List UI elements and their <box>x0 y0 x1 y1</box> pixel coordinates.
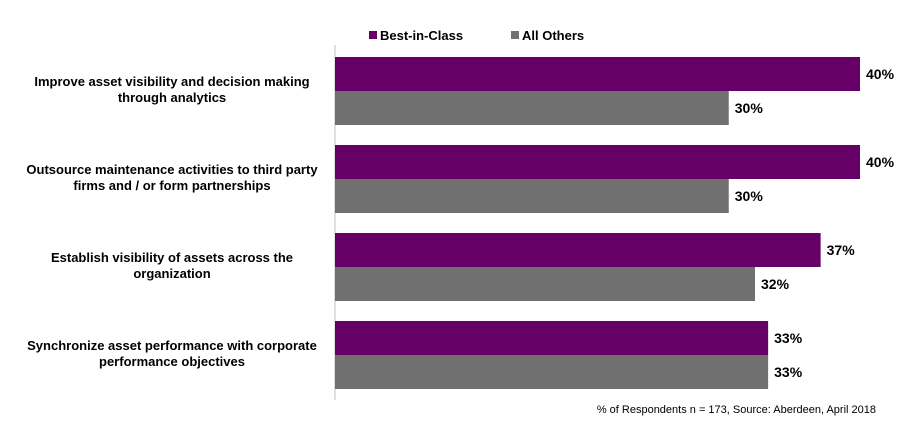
bar-best-in-class-2 <box>335 145 860 179</box>
category-label-line: Establish visibility of assets across th… <box>51 250 293 265</box>
legend-label-all-others: All Others <box>522 28 584 43</box>
value-label-best-in-class-1: 40% <box>866 66 895 82</box>
bar-best-in-class-4 <box>335 321 769 355</box>
category-labels-group: Improve asset visibility and decision ma… <box>26 74 318 369</box>
legend: Best-in-Class All Others <box>369 28 584 43</box>
bar-best-in-class-1 <box>335 57 860 91</box>
bars-group: 40% 30% 40% 30% 37% 32% 33% 33% <box>335 57 895 389</box>
legend-swatch-best-in-class <box>369 31 377 39</box>
value-label-all-others-4: 33% <box>774 364 803 380</box>
category-label-2: Outsource maintenance activities to thir… <box>26 162 318 193</box>
legend-label-best-in-class: Best-in-Class <box>380 28 463 43</box>
bar-all-others-1 <box>335 91 729 125</box>
value-label-best-in-class-2: 40% <box>866 154 895 170</box>
bar-all-others-3 <box>335 267 755 301</box>
category-label-line: Outsource maintenance activities to thir… <box>26 162 318 177</box>
category-label-3: Establish visibility of assets across th… <box>51 250 293 281</box>
value-label-all-others-2: 30% <box>735 188 764 204</box>
value-label-best-in-class-4: 33% <box>774 330 803 346</box>
category-label-line: Improve asset visibility and decision ma… <box>34 74 309 89</box>
category-label-4: Synchronize asset performance with corpo… <box>27 338 317 369</box>
bar-all-others-4 <box>335 355 769 389</box>
category-label-line: firms and / or form partnerships <box>73 178 270 193</box>
value-label-best-in-class-3: 37% <box>827 242 856 258</box>
value-label-all-others-1: 30% <box>735 100 764 116</box>
legend-swatch-all-others <box>511 31 519 39</box>
bar-all-others-2 <box>335 179 729 213</box>
category-label-1: Improve asset visibility and decision ma… <box>34 74 309 105</box>
value-label-all-others-3: 32% <box>761 276 790 292</box>
category-label-line: Synchronize asset performance with corpo… <box>27 338 317 353</box>
source-note: % of Respondents n = 173, Source: Aberde… <box>596 404 876 416</box>
bar-best-in-class-3 <box>335 233 821 267</box>
category-label-line: through analytics <box>118 90 226 105</box>
category-label-line: organization <box>133 266 210 281</box>
category-label-line: performance objectives <box>99 354 245 369</box>
